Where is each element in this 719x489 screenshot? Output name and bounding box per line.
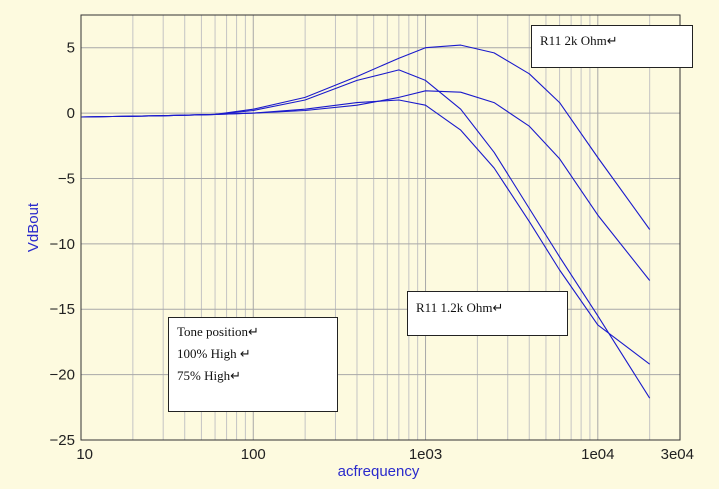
x-axis-label: acfrequency <box>338 463 420 480</box>
annotation-line: R11 2k Ohm↵ <box>540 33 618 48</box>
x-tick-label: 100 <box>241 446 266 463</box>
x-tick-label: 3e04 <box>661 446 694 463</box>
y-tick-label: −25 <box>50 432 75 449</box>
series-line <box>80 69 651 399</box>
y-tick-label: −20 <box>50 367 75 384</box>
y-axis-label: VdBout <box>25 202 42 252</box>
annotation-line: Tone position↵ <box>177 324 259 339</box>
annotation-r11-2k: R11 2k Ohm↵ <box>531 25 693 68</box>
grid <box>80 15 681 441</box>
y-tick-label: −10 <box>50 236 75 253</box>
series-line <box>80 44 651 230</box>
series-line <box>80 90 651 281</box>
x-tick-label: 1e03 <box>409 446 442 463</box>
annotation-line: 75% High↵ <box>177 368 241 383</box>
annotation-line: 100% High ↵ <box>177 346 251 361</box>
y-tick-label: 5 <box>67 40 75 57</box>
y-tick-label: −5 <box>58 170 75 187</box>
annotation-r11-1-2k: R11 1.2k Ohm↵ <box>407 291 568 336</box>
plot-frame <box>80 14 681 441</box>
x-tick-label: 10 <box>76 446 93 463</box>
x-tick-label: 1e04 <box>581 446 614 463</box>
y-tick-label: −15 <box>50 301 75 318</box>
series-group <box>80 44 651 399</box>
y-tick-label: 0 <box>67 105 75 122</box>
series-line <box>80 99 651 365</box>
annotation-tone-position: Tone position↵ 100% High ↵ 75% High↵ <box>168 317 338 412</box>
annotation-line: R11 1.2k Ohm↵ <box>416 300 504 315</box>
